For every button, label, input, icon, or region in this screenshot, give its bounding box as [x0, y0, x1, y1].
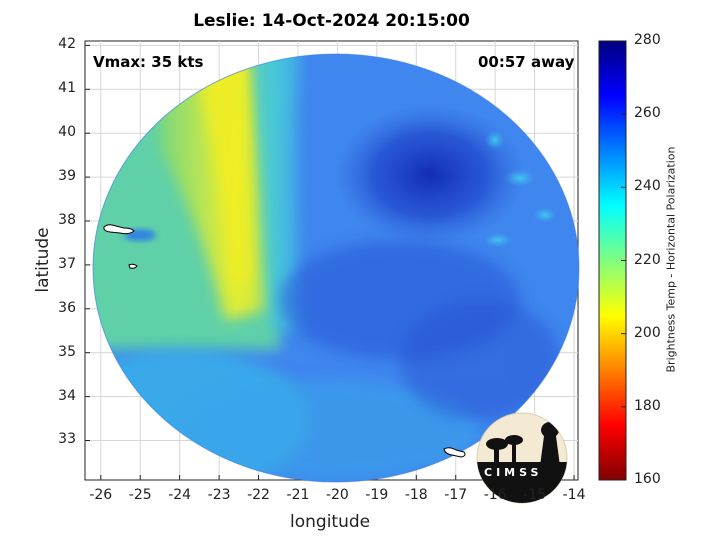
colorbar-tick-label: 220	[634, 251, 661, 268]
x-tick-label: -26	[89, 487, 113, 503]
colorbar-tick-label: 200	[634, 324, 661, 341]
land-outlines	[103, 224, 466, 458]
y-axis-label: latitude	[33, 227, 53, 293]
y-tick-label: 38	[58, 211, 76, 228]
swath-edge	[92, 53, 580, 483]
vmax-label: Vmax: 35 kts	[93, 53, 204, 71]
colorbar-tick-label: 160	[634, 471, 661, 487]
colorbar-tick-label: 240	[634, 178, 661, 195]
cimss-logo-text: CIMSS	[484, 466, 543, 479]
y-tick-label: 41	[58, 80, 76, 97]
x-tick-label: -17	[444, 487, 468, 503]
x-tick-label: -20	[325, 487, 349, 503]
colorbar-tick-label: 260	[634, 105, 661, 122]
x-tick-label: -18	[404, 487, 428, 503]
madeira-island-outline	[443, 447, 466, 458]
y-tick-label: 36	[58, 299, 76, 316]
x-tick-label: -14	[562, 487, 586, 503]
azores-island-outline	[103, 224, 135, 235]
azores-islet-outline	[128, 263, 138, 269]
x-tick-label: -24	[168, 487, 192, 503]
colorbar-ticks	[621, 40, 626, 481]
y-tick-label: 39	[58, 168, 76, 185]
time-away-label: 00:57 away	[478, 53, 575, 71]
y-tick-label: 34	[58, 387, 76, 404]
x-tick-label: -23	[207, 487, 231, 503]
colorbar-tick-label: 180	[634, 397, 661, 414]
x-tick-label: -25	[128, 487, 152, 503]
x-axis-label: longitude	[290, 512, 371, 532]
colorbar-tick-label: 280	[634, 32, 661, 48]
x-tick-label: -16	[483, 487, 507, 503]
chart-title: Leslie: 14-Oct-2024 20:15:00	[193, 11, 470, 31]
x-tick-label: -15	[523, 487, 547, 503]
y-tick-label: 37	[58, 255, 76, 272]
y-tick-label: 35	[58, 343, 76, 360]
y-tick-label: 40	[58, 124, 76, 141]
colorbar-label: Brightness Temp - Horizontal Polarizatio…	[664, 146, 678, 373]
y-tick-label: 42	[58, 36, 76, 53]
y-tick-label: 33	[58, 431, 76, 448]
x-tick-label: -21	[286, 487, 310, 503]
x-tick-label: -19	[365, 487, 389, 503]
x-tick-label: -22	[247, 487, 270, 503]
